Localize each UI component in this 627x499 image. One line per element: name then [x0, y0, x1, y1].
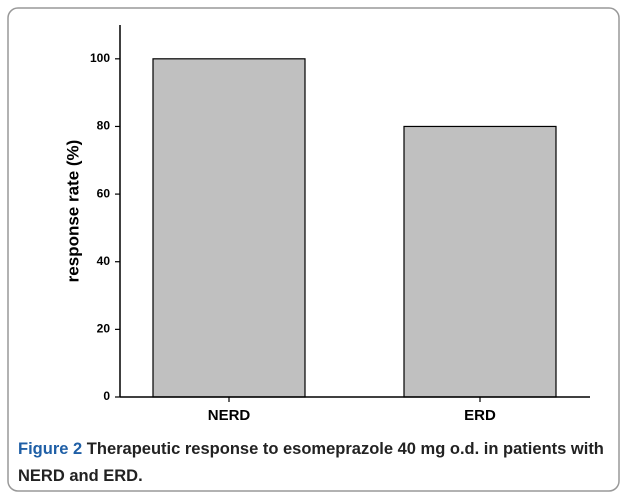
y-tick-label: 40	[97, 254, 111, 268]
caption-label: Figure 2	[18, 440, 83, 458]
x-tick-label: ERD	[464, 407, 496, 424]
y-tick-label: 80	[97, 119, 111, 133]
y-axis-label: response rate (%)	[63, 140, 82, 283]
figure-frame	[7, 7, 620, 492]
bar	[152, 58, 306, 398]
y-tick-label: 0	[103, 389, 110, 403]
caption: Figure 2 Therapeutic response to esomepr…	[18, 436, 613, 490]
bar	[403, 125, 557, 398]
caption-text: Therapeutic response to esomeprazole 40 …	[18, 440, 604, 485]
y-tick-label: 60	[97, 186, 111, 200]
y-tick-label: 20	[97, 322, 111, 336]
y-tick-label: 100	[90, 51, 110, 65]
x-tick-label: NERD	[208, 407, 251, 424]
